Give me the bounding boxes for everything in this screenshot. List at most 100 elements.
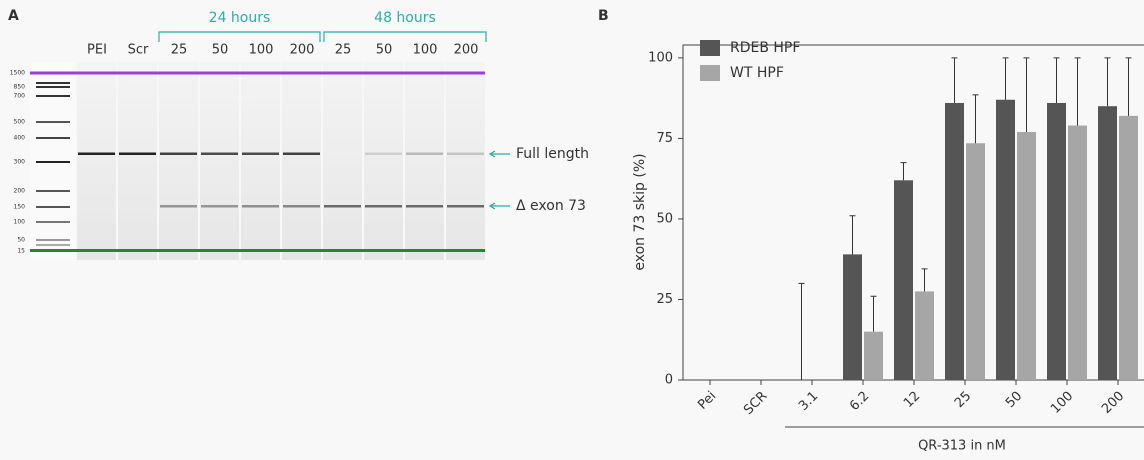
gel-lane	[446, 62, 485, 260]
y-tick-label: 75	[656, 131, 673, 146]
gel-band	[447, 153, 484, 156]
gel-band	[119, 153, 156, 156]
bar	[996, 100, 1015, 380]
gel-lane	[241, 62, 280, 260]
x-tick-label: 200	[1099, 389, 1127, 417]
ladder-label: 700	[14, 93, 26, 100]
ladder-label: 50	[17, 237, 25, 244]
ladder-band	[36, 86, 70, 88]
ladder-band	[36, 82, 70, 84]
gel-band	[365, 153, 402, 156]
ladder-label: 300	[14, 159, 26, 166]
gel-band	[283, 205, 320, 208]
gel-band	[242, 205, 279, 208]
lane-label: 50	[212, 43, 229, 58]
gel-lane	[405, 62, 444, 260]
error-bar	[850, 216, 856, 255]
x-tick-label: 3.1	[796, 389, 821, 414]
y-tick-label: 50	[656, 211, 673, 226]
gel-lane	[364, 62, 403, 260]
ladder-label: 850	[14, 84, 26, 91]
group-bracket	[159, 32, 320, 42]
legend-swatch	[700, 40, 720, 56]
gel-band	[78, 153, 115, 156]
error-bar	[922, 269, 928, 292]
ladder-band	[36, 121, 70, 123]
y-axis-label: exon 73 skip (%)	[632, 153, 648, 270]
ladder-label: 200	[14, 188, 26, 195]
lane-label: 200	[454, 43, 479, 58]
gel-lane	[200, 62, 239, 260]
x-tick-label: 50	[1003, 389, 1025, 411]
ladder-band	[36, 244, 70, 246]
ladder-band	[36, 72, 70, 74]
group-label: 48 hours	[374, 10, 436, 26]
bar	[1098, 106, 1117, 380]
gel-band	[201, 205, 238, 208]
error-bar	[799, 283, 805, 380]
group-label: 24 hours	[209, 10, 271, 26]
gel-band	[406, 153, 443, 156]
y-tick-label: 25	[656, 292, 673, 307]
marker-band	[30, 72, 485, 75]
bar	[894, 180, 913, 380]
ladder-band	[36, 239, 70, 241]
gel-band	[242, 153, 279, 156]
bar	[1119, 116, 1138, 380]
gel-band	[160, 153, 197, 156]
legend-label: WT HPF	[730, 65, 784, 81]
annotation-arrow	[490, 203, 510, 209]
annotation-arrow	[490, 151, 510, 157]
lane-label: 25	[171, 43, 188, 58]
lane-label: 25	[335, 43, 352, 58]
error-bar	[1105, 58, 1111, 106]
bar	[945, 103, 964, 380]
gel-lane	[77, 62, 116, 260]
y-tick-label: 0	[665, 373, 673, 388]
ladder-band	[36, 95, 70, 97]
bar	[1047, 103, 1066, 380]
lane-label: 100	[413, 43, 438, 58]
ladder-label: 150	[14, 204, 26, 211]
ladder-label: 100	[14, 219, 26, 226]
annotation-label: Full length	[516, 146, 589, 162]
gel-band	[447, 205, 484, 208]
x-tick-label: 6.2	[847, 389, 872, 414]
error-bar	[952, 58, 958, 103]
x-axis-label: QR-313 in nM	[918, 439, 1006, 454]
x-tick-label: 25	[952, 389, 974, 411]
error-bar	[1126, 58, 1132, 116]
lane-label: Scr	[128, 43, 149, 58]
error-bar	[871, 296, 877, 331]
bar	[1017, 132, 1036, 380]
ladder-label: 15	[17, 248, 25, 255]
error-bar	[973, 95, 979, 143]
figure: A B PEIScr255010020025501002001500850700…	[0, 0, 1144, 456]
ladder-band	[36, 221, 70, 223]
ladder-band	[36, 206, 70, 208]
x-tick-label: 100	[1048, 389, 1076, 417]
ladder-band	[36, 161, 70, 163]
panel-label: B	[598, 8, 609, 24]
gel-band	[160, 205, 197, 208]
bar	[843, 254, 862, 380]
lane-label: 50	[376, 43, 393, 58]
annotation-label: Δ exon 73	[516, 198, 586, 214]
bar	[966, 143, 985, 380]
gel-band	[324, 205, 361, 208]
lane-label: 200	[290, 43, 315, 58]
gel-band	[201, 153, 238, 156]
x-tick-label: 12	[901, 389, 923, 411]
error-bar	[901, 163, 907, 181]
error-bar	[1054, 58, 1060, 103]
ladder-band	[36, 190, 70, 192]
gel-lane	[282, 62, 321, 260]
gel-lane	[159, 62, 198, 260]
group-bracket	[324, 32, 486, 42]
ladder-band	[36, 137, 70, 139]
bar	[1068, 126, 1087, 380]
error-bar	[1075, 58, 1081, 126]
error-bar	[1024, 58, 1030, 132]
